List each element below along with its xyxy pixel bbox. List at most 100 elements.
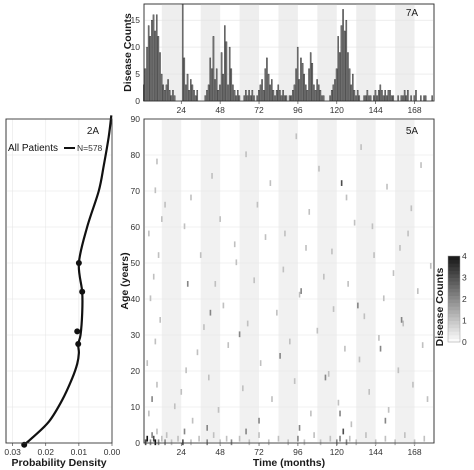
heatmap-cell	[211, 173, 213, 179]
heatmap-cell	[378, 335, 380, 341]
bar	[193, 90, 195, 102]
heatmap-cell	[227, 342, 230, 348]
bar	[261, 79, 263, 102]
bar	[369, 95, 372, 102]
y-tick-label: 40	[131, 294, 141, 304]
heatmap-cell	[327, 371, 330, 377]
y-tick-label: 5	[135, 69, 140, 79]
heatmap-cell	[298, 291, 301, 298]
x-band	[278, 119, 298, 443]
heatmap-cell	[310, 410, 312, 417]
density-curve	[23, 115, 113, 446]
heatmap-cell	[399, 245, 401, 251]
bar	[243, 95, 246, 102]
bar	[301, 63, 304, 102]
density-point	[74, 328, 81, 335]
heatmap-cell	[146, 435, 149, 442]
bar	[296, 46, 299, 102]
heatmap-cell	[180, 389, 183, 395]
bar	[228, 46, 231, 102]
x-band	[200, 4, 221, 101]
heatmap-cell	[426, 396, 429, 402]
heatmap-cell	[384, 435, 387, 442]
colorbar-segment	[448, 263, 460, 268]
colorbar-title: Disease Counts	[434, 267, 446, 346]
heatmap-cell	[313, 432, 315, 438]
colorbar-segment	[448, 288, 460, 293]
bar	[298, 79, 301, 102]
bar	[269, 84, 271, 102]
heatmap-cell	[360, 144, 362, 150]
heatmap-cell	[206, 439, 208, 446]
panel-label: 5A	[406, 126, 419, 137]
heatmap-cell	[264, 234, 267, 240]
heatmap-cell	[219, 439, 221, 446]
heatmap-cell	[258, 417, 260, 424]
bar	[164, 90, 166, 102]
bar	[343, 30, 346, 102]
heatmap-cell	[374, 439, 377, 446]
x-tick-label: 120	[330, 105, 344, 115]
bar	[368, 95, 370, 102]
heatmap-cell	[410, 205, 413, 212]
x-band	[395, 119, 415, 443]
colorbar-segment	[448, 338, 460, 343]
bar	[313, 84, 315, 102]
bar	[271, 79, 273, 102]
bar	[209, 57, 212, 102]
bar	[402, 95, 404, 102]
colorbar-segment	[448, 334, 460, 339]
bar	[256, 95, 258, 102]
bar	[238, 95, 241, 102]
colorbar-segment	[448, 281, 460, 286]
heatmap-cell	[323, 273, 325, 280]
bar	[330, 90, 333, 102]
bar	[219, 84, 221, 102]
density-point	[79, 288, 86, 295]
bar	[311, 63, 314, 102]
heatmap-cell	[173, 403, 176, 410]
bar	[340, 25, 343, 102]
bar	[384, 90, 386, 102]
heatmap-cell	[271, 396, 273, 402]
heatmap-cell	[245, 151, 247, 158]
x-tick-label: 0.01	[71, 447, 88, 457]
y-tick-label: 10	[131, 402, 141, 412]
heatmap-cell	[423, 435, 426, 442]
heatmap-cell	[416, 288, 419, 294]
bar	[168, 90, 171, 102]
bar	[292, 90, 294, 102]
heatmap-cell	[339, 410, 341, 417]
heatmap-cell	[300, 288, 302, 294]
heatmap-cell	[365, 432, 367, 438]
bar	[423, 95, 425, 102]
bar	[172, 90, 174, 102]
x-tick-label: 144	[369, 447, 383, 457]
panel-label: 2A	[87, 126, 100, 137]
colorbar-segment	[448, 324, 460, 329]
x-tick-label: 48	[215, 447, 225, 457]
bar	[217, 90, 220, 102]
bar	[352, 73, 354, 102]
bar	[356, 90, 359, 102]
bar	[345, 19, 348, 102]
heatmap-cell	[402, 320, 405, 327]
heatmap-cell	[154, 439, 157, 446]
heatmap-cell	[350, 421, 353, 428]
bar	[235, 95, 237, 102]
heatmap-cell	[318, 165, 320, 172]
x-tick-label: 96	[293, 105, 303, 115]
bar	[309, 52, 312, 102]
x-band	[239, 119, 260, 443]
bar	[355, 95, 357, 102]
heatmap-cell	[177, 435, 179, 442]
plot-area	[5, 118, 113, 444]
bar	[295, 68, 297, 102]
panel-7a-bar-chart: 0 5 10 15 24 48 72 96 120 144 168 7A Disease Counts	[122, 3, 435, 115]
bar	[188, 90, 190, 102]
x-band	[317, 119, 337, 443]
heatmap-cell	[357, 302, 359, 309]
bar	[170, 95, 173, 102]
heatmap-cell	[303, 439, 306, 446]
bar	[183, 57, 186, 102]
